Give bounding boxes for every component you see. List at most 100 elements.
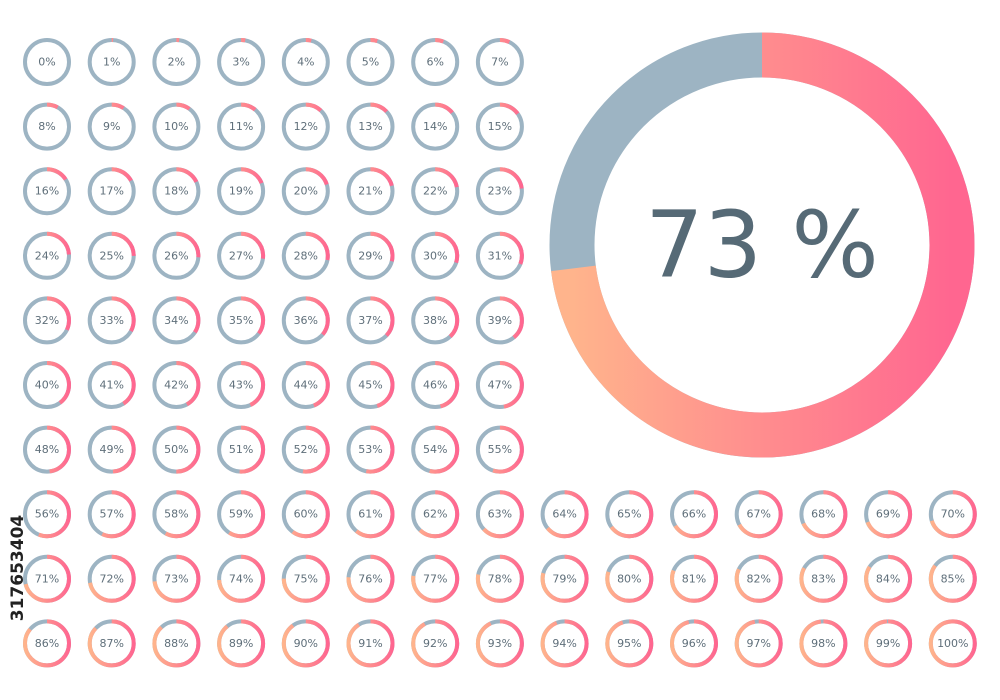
ring-label: 93% (488, 637, 512, 650)
ring-label: 85% (941, 572, 965, 585)
progress-arc (540, 619, 589, 668)
ring-label: 57% (99, 508, 123, 521)
progress-arc (346, 554, 395, 603)
ring-label: 58% (164, 508, 188, 521)
progress-arc (411, 554, 460, 603)
progress-arc (928, 619, 977, 668)
ring-label: 72% (99, 572, 123, 585)
ring-label: 65% (617, 508, 641, 521)
ring-label: 66% (682, 508, 706, 521)
ring-label: 48% (35, 443, 59, 456)
progress-arc (23, 231, 71, 280)
ring-label: 98% (811, 637, 835, 650)
ring-label: 23% (488, 185, 512, 198)
progress-arc (217, 38, 266, 86)
ring-label: 19% (229, 185, 253, 198)
progress-arc (475, 490, 524, 539)
progress-arc (411, 296, 460, 345)
ring-track (217, 102, 266, 151)
progress-arc (346, 296, 395, 345)
progress-arc (411, 361, 460, 409)
ring-label: 21% (358, 185, 382, 198)
ring-label: 52% (294, 443, 318, 456)
ring-label: 42% (164, 379, 188, 392)
progress-arc (799, 619, 848, 668)
progress-arc (605, 490, 654, 539)
ring-label: 64% (552, 508, 576, 521)
ring-label: 53% (358, 443, 382, 456)
progress-arc (475, 361, 524, 409)
ring-label: 84% (876, 572, 900, 585)
ring-track (346, 102, 395, 151)
ring-label: 54% (423, 443, 447, 456)
progress-arc (87, 296, 136, 345)
progress-arc (23, 554, 71, 603)
progress-arc (670, 619, 718, 668)
ring-label: 24% (35, 249, 59, 262)
ring-label: 6% (426, 56, 443, 69)
ring-label: 13% (358, 120, 382, 133)
ring-label: 81% (682, 572, 706, 585)
ring-track (87, 102, 136, 151)
progress-arc (734, 554, 783, 603)
ring-label: 68% (811, 508, 835, 521)
ring-track (23, 102, 71, 151)
progress-arc (346, 490, 395, 539)
ring-label: 2% (168, 56, 185, 69)
progress-arc (411, 38, 460, 86)
ring-label: 26% (164, 249, 188, 262)
progress-arc (217, 425, 266, 474)
progress-arc (152, 425, 201, 474)
progress-arc (152, 490, 201, 539)
featured-arc (549, 32, 975, 458)
ring-label: 62% (423, 508, 447, 521)
ring-label: 10% (164, 120, 188, 133)
progress-arc (346, 361, 395, 409)
progress-arc (87, 425, 136, 474)
progress-arc (152, 361, 201, 409)
progress-arc (411, 490, 460, 539)
ring-label: 44% (294, 379, 318, 392)
progress-arc (734, 490, 783, 539)
progress-arc (475, 38, 524, 86)
progress-arc (281, 425, 330, 474)
ring-label: 96% (682, 637, 706, 650)
ring-label: 14% (423, 120, 447, 133)
ring-label: 74% (229, 572, 253, 585)
ring-label: 40% (35, 379, 59, 392)
ring-label: 12% (294, 120, 318, 133)
ring-label: 76% (358, 572, 382, 585)
progress-arc (475, 554, 524, 603)
ring-track (152, 102, 201, 151)
featured-label: 73 % (645, 192, 879, 299)
progress-arc (346, 619, 395, 668)
progress-arc (734, 619, 783, 668)
progress-arc (928, 490, 977, 539)
progress-arc (152, 38, 201, 86)
progress-arc (799, 554, 848, 603)
ring-label: 91% (358, 637, 382, 650)
ring-label: 59% (229, 508, 253, 521)
ring-label: 69% (876, 508, 900, 521)
ring-label: 43% (229, 379, 253, 392)
ring-label: 47% (488, 379, 512, 392)
ring-label: 11% (229, 120, 253, 133)
progress-arc (87, 231, 136, 280)
ring-label: 35% (229, 314, 253, 327)
progress-arc (23, 490, 71, 539)
progress-arc (217, 361, 266, 409)
progress-arc (152, 619, 201, 668)
ring-label: 32% (35, 314, 59, 327)
progress-arc (281, 361, 330, 409)
ring-label: 46% (423, 379, 447, 392)
ring-label: 87% (99, 637, 123, 650)
progress-arc (346, 231, 395, 280)
progress-arc (864, 619, 913, 668)
progress-arc (152, 554, 201, 603)
ring-label: 88% (164, 637, 188, 650)
ring-label: 20% (294, 185, 318, 198)
ring-label: 61% (358, 508, 382, 521)
ring-label: 94% (552, 637, 576, 650)
side-id: 317653404 (8, 515, 28, 622)
progress-arc (475, 296, 524, 345)
